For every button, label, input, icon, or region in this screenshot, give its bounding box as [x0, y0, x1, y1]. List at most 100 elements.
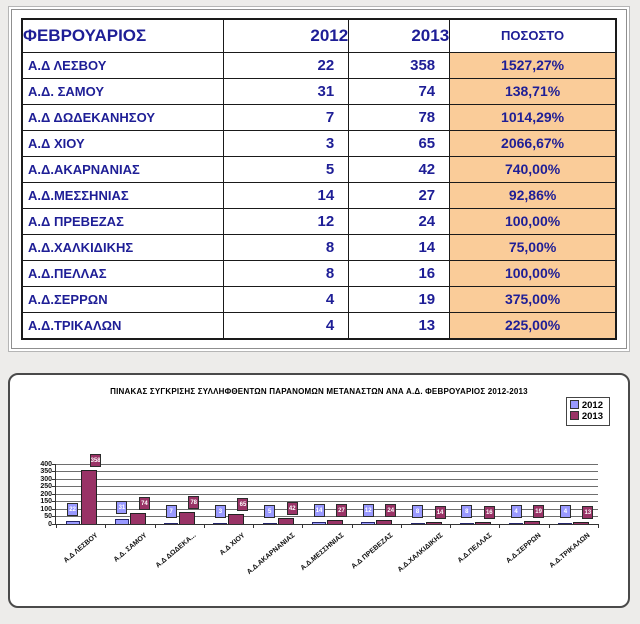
row-name-cell: Α.Δ.ΠΕΛΛΑΣ — [21, 259, 225, 287]
x-axis-tickmark — [154, 524, 156, 528]
bar-2012 — [114, 519, 129, 524]
value-2013-cell: 16 — [348, 259, 451, 287]
month-header: ΦΕΒΡΟΥΑΡΙΟΣ — [21, 18, 225, 53]
bar-label-2012: 8 — [461, 504, 473, 518]
value-2013-cell: 78 — [348, 103, 451, 131]
comparison-table: ΦΕΒΡΟΥΑΡΙΟΣ 2012 2013 ΠΟΣΟΣΤΟ Α.Δ ΛΕΣΒΟΥ… — [21, 18, 617, 340]
bar-label-2012: 22 — [67, 502, 79, 516]
table-row: Α.Δ ΧΙΟΥ 3 65 2066,67% — [21, 129, 617, 157]
bar-2012 — [262, 523, 277, 524]
value-2013-cell: 65 — [348, 129, 451, 157]
bar-2012 — [164, 522, 179, 524]
y-axis-tick-label: 150 — [40, 498, 52, 505]
row-name-cell: Α.Δ.ΧΑΛΚΙΔΙΚΗΣ — [21, 233, 225, 261]
x-axis-tickmark — [598, 524, 599, 528]
gridline — [56, 471, 598, 472]
value-2012-cell: 4 — [223, 311, 350, 340]
table-row: Α.Δ.ΧΑΛΚΙΔΙΚΗΣ 8 14 75,00% — [21, 233, 617, 261]
y-axis-tickmark — [52, 486, 55, 487]
bar-2012 — [509, 523, 524, 524]
bar-label-2013: 19 — [533, 505, 545, 519]
row-name-cell: Α.Δ.ΑΚΑΡΝΑΝΙΑΣ — [21, 155, 225, 183]
table-frame: ΦΕΒΡΟΥΑΡΙΟΣ 2012 2013 ΠΟΣΟΣΤΟ Α.Δ ΛΕΣΒΟΥ… — [11, 9, 627, 349]
gridline — [56, 508, 598, 510]
bar-2013 — [80, 470, 97, 524]
table-row: Α.Δ ΛΕΣΒΟΥ 22 358 1527,27% — [21, 51, 617, 79]
x-axis-tickmark — [450, 524, 452, 528]
table-body: Α.Δ ΛΕΣΒΟΥ 22 358 1527,27% Α.Δ. ΣΑΜΟΥ 31 74 138… — [21, 51, 617, 340]
bar-2013 — [573, 522, 590, 524]
table-row: Α.Δ.ΠΕΛΛΑΣ 8 16 100,00% — [21, 259, 617, 287]
year-2013-header: 2013 — [348, 18, 451, 53]
percentage-cell: 100,00% — [449, 207, 617, 235]
x-axis-tickmark — [56, 524, 57, 528]
table-header-row: ΦΕΒΡΟΥΑΡΙΟΣ 2012 2013 ΠΟΣΟΣΤΟ — [21, 18, 617, 53]
y-axis-tick-label: 400 — [40, 460, 52, 468]
table-row: Α.Δ ΠΡΕΒΕΖΑΣ 12 24 100,00% — [21, 207, 617, 235]
y-axis-tick-label: 350 — [40, 468, 52, 475]
y-axis-tickmark — [52, 508, 55, 510]
bar-label-2012: 4 — [510, 505, 522, 518]
chart-title: ΠΙΝΑΚΑΣ ΣΥΓΚΡΙΣΗΣ ΣΥΛΛΗΦΘΕΝΤΩΝ ΠΑΡΑΝΟΜΩΝ… — [110, 387, 528, 396]
y-axis-tickmark — [52, 478, 55, 480]
bar-label-2013: 74 — [138, 496, 150, 510]
percentage-cell: 100,00% — [449, 259, 617, 287]
chart-legend: 2012 2013 — [565, 397, 610, 426]
bar-label-2013: 14 — [434, 505, 446, 519]
bar-2013 — [228, 514, 245, 524]
bar-2012 — [361, 522, 376, 524]
bar-label-2012: 8 — [412, 504, 424, 518]
value-2012-cell: 3 — [223, 129, 350, 157]
gridline — [56, 478, 598, 480]
bar-2012 — [312, 521, 326, 524]
y-axis-tick-label: 50 — [44, 513, 52, 520]
bar-chart-plot: 0 50 100 150 200 250 300 350 400 22 358 Α.Δ ΛΕΣΒΟΥ 3… — [40, 454, 599, 576]
chart-panel: ΠΙΝΑΚΑΣ ΣΥΓΚΡΙΣΗΣ ΣΥΛΛΗΦΘΕΝΤΩΝ ΠΑΡΑΝΟΜΩΝ… — [8, 373, 630, 608]
gridline — [56, 486, 598, 487]
bar-label-2012: 31 — [116, 501, 128, 515]
bar-label-2012: 14 — [313, 503, 325, 517]
bar-2013 — [179, 512, 196, 524]
legend-label: 2013 — [581, 411, 603, 422]
gridline — [56, 516, 598, 517]
table-row: Α.Δ.ΑΚΑΡΝΑΝΙΑΣ 5 42 740,00% — [21, 155, 617, 183]
value-2012-cell: 8 — [223, 233, 350, 261]
y-axis-tickmark — [52, 463, 55, 465]
percentage-cell: 740,00% — [449, 155, 617, 183]
bar-label-2013: 13 — [582, 506, 594, 520]
legend-entry: 2012 — [569, 400, 603, 411]
value-2012-cell: 8 — [223, 259, 350, 287]
bar-label-2012: 12 — [362, 504, 374, 518]
bar-2013 — [425, 521, 442, 524]
row-name-cell: Α.Δ ΛΕΣΒΟΥ — [21, 51, 225, 79]
y-axis-tick-label: 0 — [48, 520, 52, 528]
y-axis-tickmark — [52, 501, 55, 502]
gridline — [56, 493, 598, 495]
percentage-cell: 1014,29% — [449, 103, 617, 131]
x-axis-tickmark — [400, 524, 402, 528]
row-name-cell: Α.Δ ΠΡΕΒΕΖΑΣ — [21, 207, 225, 235]
percentage-header: ΠΟΣΟΣΤΟ — [449, 18, 617, 53]
row-name-cell: Α.Δ ΔΩΔΕΚΑΝΗΣΟΥ — [21, 103, 225, 131]
value-2013-cell: 19 — [348, 285, 451, 313]
y-axis-tickmark — [52, 493, 55, 495]
percentage-cell: 225,00% — [449, 311, 617, 340]
row-name-cell: Α.Δ. ΣΑΜΟΥ — [21, 77, 225, 105]
legend-entry: 2013 — [569, 411, 603, 422]
table-row: Α.Δ ΔΩΔΕΚΑΝΗΣΟΥ 7 78 1014,29% — [21, 103, 617, 131]
x-axis-tickmark — [105, 524, 107, 528]
percentage-cell: 1527,27% — [449, 51, 617, 79]
bar-2012 — [213, 523, 228, 524]
y-axis-tick-label: 250 — [40, 483, 52, 490]
value-2013-cell: 13 — [348, 311, 451, 340]
x-axis-tickmark — [548, 524, 550, 528]
value-2012-cell: 31 — [223, 77, 350, 105]
bar-2013 — [474, 521, 491, 524]
bar-label-2013: 24 — [385, 504, 397, 518]
value-2013-cell: 24 — [348, 207, 451, 235]
bar-2013 — [524, 521, 541, 524]
percentage-cell: 75,00% — [449, 233, 617, 261]
row-name-cell: Α.Δ.ΣΕΡΡΩΝ — [21, 285, 225, 313]
percentage-cell: 2066,67% — [449, 129, 617, 157]
